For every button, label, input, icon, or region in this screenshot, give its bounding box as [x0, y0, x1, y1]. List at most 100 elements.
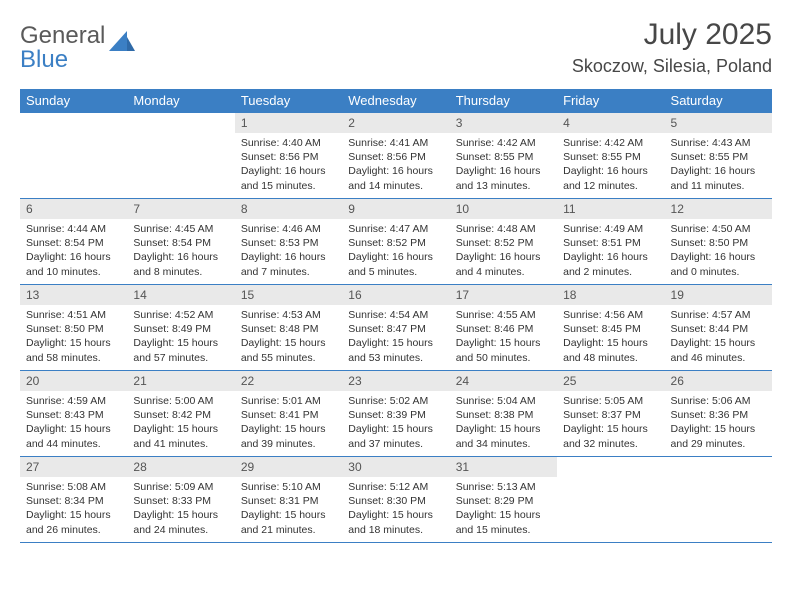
calendar-cell: 17Sunrise: 4:55 AMSunset: 8:46 PMDayligh… [450, 285, 557, 371]
day-content: Sunrise: 5:01 AMSunset: 8:41 PMDaylight:… [235, 391, 342, 455]
day-content: Sunrise: 4:52 AMSunset: 8:49 PMDaylight:… [127, 305, 234, 369]
calendar-cell: 27Sunrise: 5:08 AMSunset: 8:34 PMDayligh… [20, 457, 127, 543]
calendar-cell: 1Sunrise: 4:40 AMSunset: 8:56 PMDaylight… [235, 113, 342, 199]
day-content: Sunrise: 5:04 AMSunset: 8:38 PMDaylight:… [450, 391, 557, 455]
brand-bottom: Blue [20, 48, 105, 72]
day-content: Sunrise: 4:40 AMSunset: 8:56 PMDaylight:… [235, 133, 342, 197]
calendar-cell: 10Sunrise: 4:48 AMSunset: 8:52 PMDayligh… [450, 199, 557, 285]
day-header: Sunday [20, 89, 127, 113]
day-number: 28 [127, 457, 234, 477]
calendar-cell: 24Sunrise: 5:04 AMSunset: 8:38 PMDayligh… [450, 371, 557, 457]
day-content: Sunrise: 4:59 AMSunset: 8:43 PMDaylight:… [20, 391, 127, 455]
day-number: 22 [235, 371, 342, 391]
day-content: Sunrise: 4:43 AMSunset: 8:55 PMDaylight:… [665, 133, 772, 197]
day-content: Sunrise: 4:53 AMSunset: 8:48 PMDaylight:… [235, 305, 342, 369]
day-number: 24 [450, 371, 557, 391]
day-number: 3 [450, 113, 557, 133]
day-header: Thursday [450, 89, 557, 113]
day-number: 14 [127, 285, 234, 305]
day-content: Sunrise: 5:08 AMSunset: 8:34 PMDaylight:… [20, 477, 127, 541]
calendar-cell [665, 457, 772, 543]
calendar-cell: 11Sunrise: 4:49 AMSunset: 8:51 PMDayligh… [557, 199, 664, 285]
calendar-cell: 14Sunrise: 4:52 AMSunset: 8:49 PMDayligh… [127, 285, 234, 371]
day-number: 1 [235, 113, 342, 133]
day-content: Sunrise: 4:57 AMSunset: 8:44 PMDaylight:… [665, 305, 772, 369]
day-number: 19 [665, 285, 772, 305]
day-number: 29 [235, 457, 342, 477]
brand-logo: General Blue [20, 24, 135, 72]
day-number: 4 [557, 113, 664, 133]
calendar-cell: 25Sunrise: 5:05 AMSunset: 8:37 PMDayligh… [557, 371, 664, 457]
calendar-cell: 20Sunrise: 4:59 AMSunset: 8:43 PMDayligh… [20, 371, 127, 457]
day-number: 18 [557, 285, 664, 305]
calendar-cell: 4Sunrise: 4:42 AMSunset: 8:55 PMDaylight… [557, 113, 664, 199]
calendar-cell: 13Sunrise: 4:51 AMSunset: 8:50 PMDayligh… [20, 285, 127, 371]
day-number: 21 [127, 371, 234, 391]
calendar-cell: 15Sunrise: 4:53 AMSunset: 8:48 PMDayligh… [235, 285, 342, 371]
day-content: Sunrise: 4:41 AMSunset: 8:56 PMDaylight:… [342, 133, 449, 197]
calendar-row: 6Sunrise: 4:44 AMSunset: 8:54 PMDaylight… [20, 199, 772, 285]
day-content: Sunrise: 5:09 AMSunset: 8:33 PMDaylight:… [127, 477, 234, 541]
calendar-cell: 29Sunrise: 5:10 AMSunset: 8:31 PMDayligh… [235, 457, 342, 543]
day-header: Saturday [665, 89, 772, 113]
day-number: 17 [450, 285, 557, 305]
calendar-cell [20, 113, 127, 199]
day-number: 30 [342, 457, 449, 477]
day-number: 31 [450, 457, 557, 477]
calendar-cell: 19Sunrise: 4:57 AMSunset: 8:44 PMDayligh… [665, 285, 772, 371]
day-number: 16 [342, 285, 449, 305]
day-number: 2 [342, 113, 449, 133]
day-content: Sunrise: 4:42 AMSunset: 8:55 PMDaylight:… [557, 133, 664, 197]
day-content: Sunrise: 4:46 AMSunset: 8:53 PMDaylight:… [235, 219, 342, 283]
calendar-cell: 23Sunrise: 5:02 AMSunset: 8:39 PMDayligh… [342, 371, 449, 457]
day-number: 11 [557, 199, 664, 219]
day-content: Sunrise: 4:50 AMSunset: 8:50 PMDaylight:… [665, 219, 772, 283]
calendar-cell: 8Sunrise: 4:46 AMSunset: 8:53 PMDaylight… [235, 199, 342, 285]
day-content: Sunrise: 4:51 AMSunset: 8:50 PMDaylight:… [20, 305, 127, 369]
brand-triangle-icon [109, 31, 135, 51]
calendar-cell: 21Sunrise: 5:00 AMSunset: 8:42 PMDayligh… [127, 371, 234, 457]
day-content: Sunrise: 4:47 AMSunset: 8:52 PMDaylight:… [342, 219, 449, 283]
day-header-row: SundayMondayTuesdayWednesdayThursdayFrid… [20, 89, 772, 113]
calendar-cell: 28Sunrise: 5:09 AMSunset: 8:33 PMDayligh… [127, 457, 234, 543]
day-number: 23 [342, 371, 449, 391]
day-content: Sunrise: 5:12 AMSunset: 8:30 PMDaylight:… [342, 477, 449, 541]
day-number: 13 [20, 285, 127, 305]
calendar-row: 13Sunrise: 4:51 AMSunset: 8:50 PMDayligh… [20, 285, 772, 371]
day-content: Sunrise: 4:45 AMSunset: 8:54 PMDaylight:… [127, 219, 234, 283]
location: Skoczow, Silesia, Poland [572, 56, 772, 77]
calendar-cell: 7Sunrise: 4:45 AMSunset: 8:54 PMDaylight… [127, 199, 234, 285]
day-content: Sunrise: 5:00 AMSunset: 8:42 PMDaylight:… [127, 391, 234, 455]
month-title: July 2025 [572, 18, 772, 52]
calendar-cell: 31Sunrise: 5:13 AMSunset: 8:29 PMDayligh… [450, 457, 557, 543]
calendar-row: 27Sunrise: 5:08 AMSunset: 8:34 PMDayligh… [20, 457, 772, 543]
day-number: 7 [127, 199, 234, 219]
day-content: Sunrise: 5:10 AMSunset: 8:31 PMDaylight:… [235, 477, 342, 541]
calendar-cell: 6Sunrise: 4:44 AMSunset: 8:54 PMDaylight… [20, 199, 127, 285]
day-content: Sunrise: 4:54 AMSunset: 8:47 PMDaylight:… [342, 305, 449, 369]
header: General Blue July 2025 Skoczow, Silesia,… [20, 18, 772, 77]
title-block: July 2025 Skoczow, Silesia, Poland [572, 18, 772, 77]
calendar-cell: 5Sunrise: 4:43 AMSunset: 8:55 PMDaylight… [665, 113, 772, 199]
day-header: Monday [127, 89, 234, 113]
day-number: 25 [557, 371, 664, 391]
calendar-cell: 26Sunrise: 5:06 AMSunset: 8:36 PMDayligh… [665, 371, 772, 457]
day-number: 15 [235, 285, 342, 305]
day-number: 27 [20, 457, 127, 477]
calendar-row: 20Sunrise: 4:59 AMSunset: 8:43 PMDayligh… [20, 371, 772, 457]
calendar-cell: 3Sunrise: 4:42 AMSunset: 8:55 PMDaylight… [450, 113, 557, 199]
calendar-table: SundayMondayTuesdayWednesdayThursdayFrid… [20, 89, 772, 543]
calendar-cell: 18Sunrise: 4:56 AMSunset: 8:45 PMDayligh… [557, 285, 664, 371]
day-number: 8 [235, 199, 342, 219]
day-content: Sunrise: 4:49 AMSunset: 8:51 PMDaylight:… [557, 219, 664, 283]
day-header: Friday [557, 89, 664, 113]
calendar-cell: 30Sunrise: 5:12 AMSunset: 8:30 PMDayligh… [342, 457, 449, 543]
day-content: Sunrise: 4:44 AMSunset: 8:54 PMDaylight:… [20, 219, 127, 283]
day-number: 26 [665, 371, 772, 391]
day-content: Sunrise: 4:48 AMSunset: 8:52 PMDaylight:… [450, 219, 557, 283]
calendar-cell: 12Sunrise: 4:50 AMSunset: 8:50 PMDayligh… [665, 199, 772, 285]
calendar-cell: 2Sunrise: 4:41 AMSunset: 8:56 PMDaylight… [342, 113, 449, 199]
day-content: Sunrise: 5:06 AMSunset: 8:36 PMDaylight:… [665, 391, 772, 455]
day-content: Sunrise: 4:56 AMSunset: 8:45 PMDaylight:… [557, 305, 664, 369]
day-content: Sunrise: 4:42 AMSunset: 8:55 PMDaylight:… [450, 133, 557, 197]
